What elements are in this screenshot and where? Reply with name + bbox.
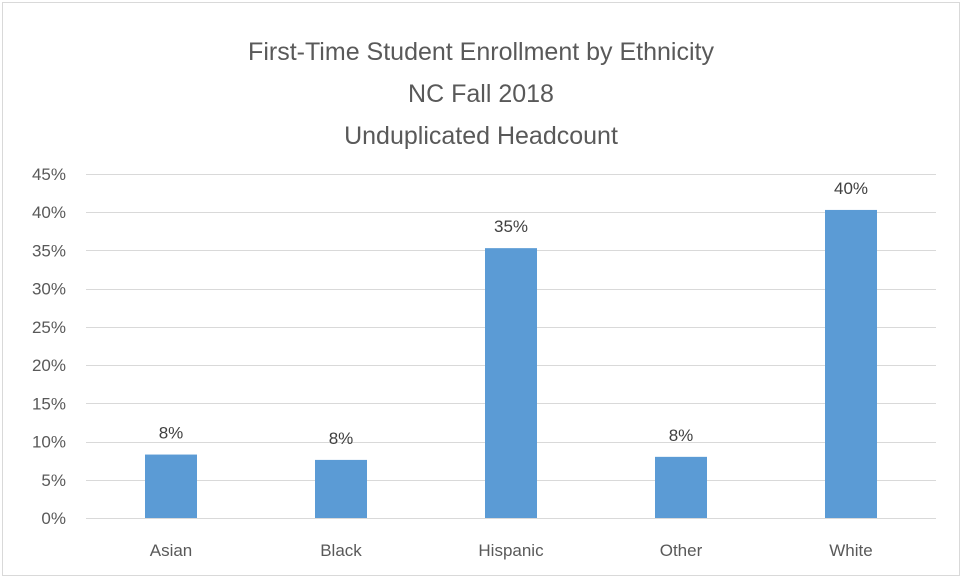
y-tick-label: 10% bbox=[32, 433, 66, 452]
data-label-hispanic: 35% bbox=[494, 217, 528, 236]
chart-title-line-1: First-Time Student Enrollment by Ethnici… bbox=[248, 38, 714, 66]
y-tick-label: 45% bbox=[32, 165, 66, 184]
x-tick-label-hispanic: Hispanic bbox=[478, 541, 544, 560]
x-tick-label-other: Other bbox=[660, 541, 703, 560]
bar-asian bbox=[145, 454, 197, 518]
y-tick-label: 20% bbox=[32, 356, 66, 375]
bar-other bbox=[655, 456, 707, 518]
bar-black bbox=[315, 459, 367, 518]
data-label-black: 8% bbox=[329, 429, 354, 448]
x-tick-label-black: Black bbox=[320, 541, 362, 560]
data-label-other: 8% bbox=[669, 426, 694, 445]
y-tick-label: 0% bbox=[41, 509, 66, 528]
y-tick-label: 25% bbox=[32, 318, 66, 337]
bar-white bbox=[825, 209, 877, 518]
y-tick-label: 5% bbox=[41, 471, 66, 490]
x-tick-label-asian: Asian bbox=[150, 541, 193, 560]
y-tick-label: 15% bbox=[32, 394, 66, 413]
chart-title: First-Time Student Enrollment by Ethnici… bbox=[3, 31, 959, 157]
data-label-white: 40% bbox=[834, 179, 868, 198]
chart-title-line-2: NC Fall 2018 bbox=[408, 80, 554, 108]
chart-title-line-3: Unduplicated Headcount bbox=[344, 122, 618, 150]
data-label-asian: 8% bbox=[159, 424, 184, 443]
y-tick-label: 30% bbox=[32, 280, 66, 299]
y-tick-label: 35% bbox=[32, 241, 66, 260]
bar-hispanic bbox=[485, 248, 537, 518]
x-tick-label-white: White bbox=[829, 541, 872, 560]
y-tick-label: 40% bbox=[32, 203, 66, 222]
